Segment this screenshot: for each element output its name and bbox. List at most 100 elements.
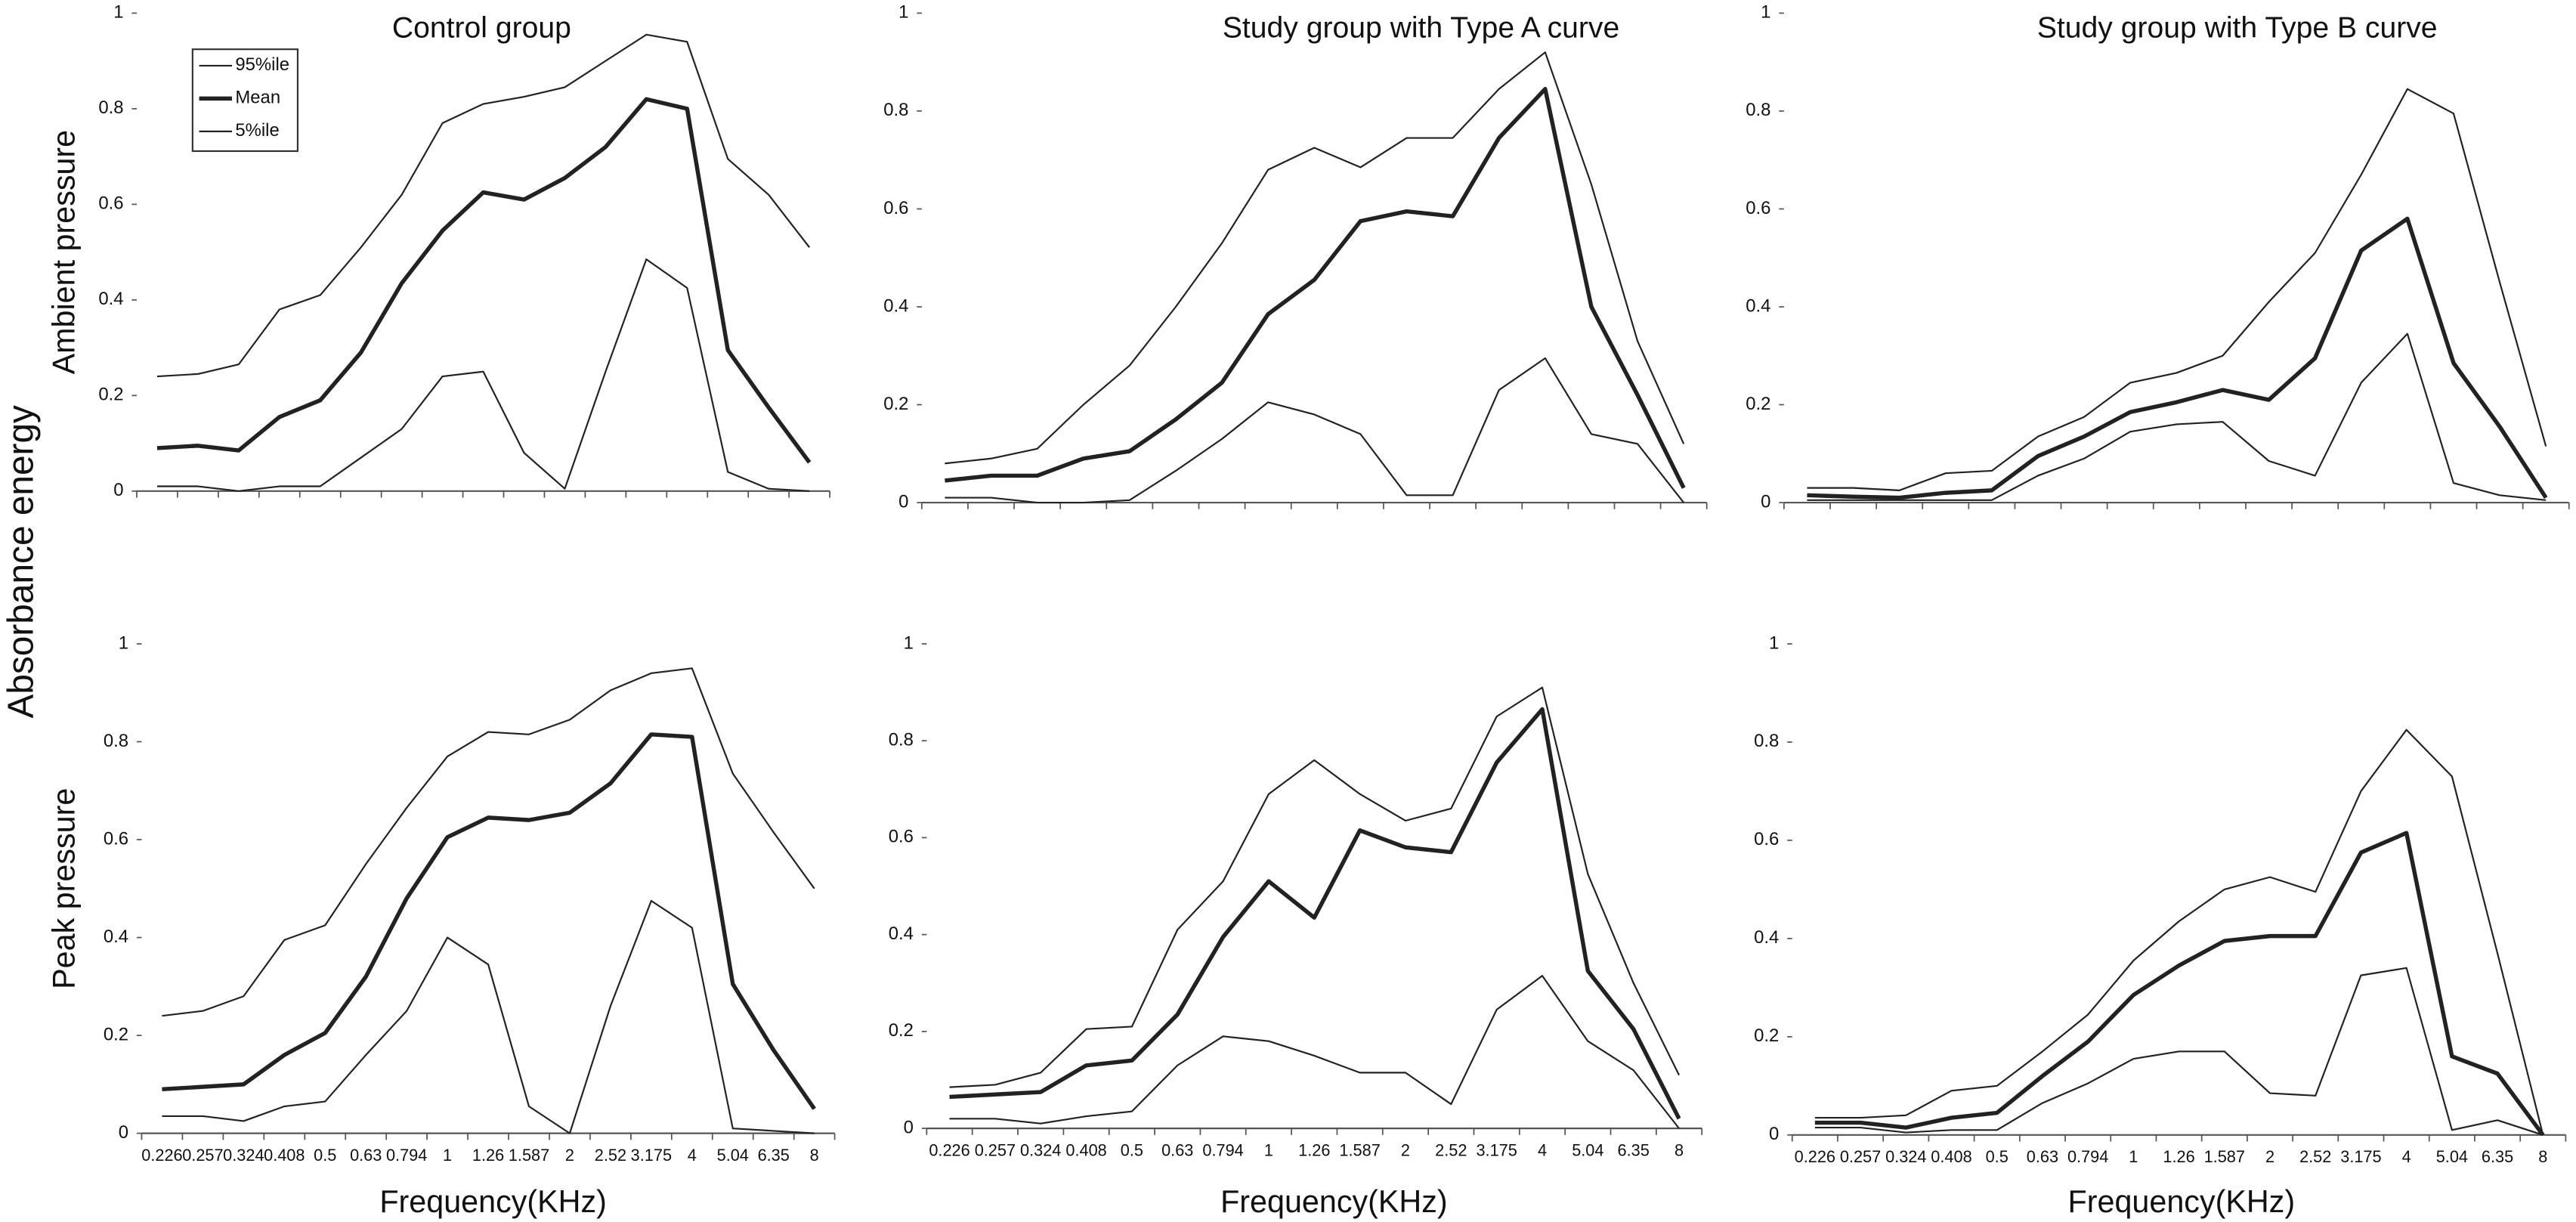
y-tick-label: 0.4 bbox=[104, 927, 128, 947]
x-tick-label: 0.226 bbox=[929, 1140, 969, 1159]
series-line bbox=[1814, 831, 2545, 1137]
y-tick-label: 0.8 bbox=[1754, 731, 1779, 751]
panel: 0 0.2 0.4 0.6 0.8 1 0.226 0.257 0.324 0.408 0.5 0.6… bbox=[1754, 633, 2567, 1219]
x-tick-label: 4 bbox=[688, 1146, 697, 1165]
x-tick-label: 0.794 bbox=[1202, 1140, 1243, 1159]
x-tick-label: 0.408 bbox=[264, 1146, 305, 1165]
x-tick-label: 0.63 bbox=[350, 1146, 382, 1165]
y-tick-label: 0 bbox=[1769, 1124, 1779, 1144]
x-tick-label: 1.26 bbox=[2163, 1147, 2194, 1166]
y-tick-label: 0 bbox=[1761, 491, 1770, 512]
x-axis-label: Frequency(KHz) bbox=[379, 1184, 607, 1219]
x-tick-label: 0.63 bbox=[2027, 1147, 2058, 1166]
panel-title: Study group with Type B curve bbox=[2037, 11, 2438, 44]
series-line bbox=[949, 686, 1681, 1088]
y-tick-label: 0.6 bbox=[104, 828, 128, 849]
series-line bbox=[162, 899, 815, 1134]
y-tick-label: 0 bbox=[113, 480, 123, 500]
y-tick-label: 0.4 bbox=[883, 295, 908, 316]
x-tick-label: 1.26 bbox=[472, 1146, 504, 1165]
row-label: Peak pressure bbox=[46, 788, 81, 989]
x-tick-label: 2.52 bbox=[595, 1146, 626, 1165]
x-tick-label: 6.35 bbox=[758, 1146, 790, 1165]
panel: 0 0.2 0.4 0.6 0.8 1 Study group with Type B cu… bbox=[1746, 2, 2570, 512]
x-tick-label: 1 bbox=[1264, 1140, 1273, 1159]
y-tick-label: 0.4 bbox=[1754, 927, 1779, 948]
y-tick-label: 1 bbox=[1769, 633, 1779, 653]
x-tick-label: 5.04 bbox=[1572, 1140, 1603, 1159]
x-tick-label: 6.35 bbox=[2482, 1147, 2513, 1166]
x-tick-label: 6.35 bbox=[1618, 1140, 1650, 1159]
y-tick-label: 0 bbox=[904, 1117, 914, 1137]
y-tick-label: 0.6 bbox=[883, 198, 908, 218]
y-tick-label: 0.2 bbox=[104, 1024, 128, 1044]
x-tick-label: 8 bbox=[2538, 1147, 2547, 1166]
panel: 0 0.2 0.4 0.6 0.8 1 Control group Ambient press… bbox=[46, 2, 830, 500]
x-tick-label: 2 bbox=[565, 1146, 574, 1165]
x-tick-label: 0.324 bbox=[1020, 1140, 1061, 1159]
x-tick-label: 8 bbox=[1675, 1140, 1684, 1159]
x-tick-label: 1 bbox=[2129, 1147, 2138, 1166]
panel-title: Study group with Type A curve bbox=[1223, 11, 1619, 44]
x-tick-label: 0.63 bbox=[1161, 1140, 1193, 1159]
x-axis-label: Frequency(KHz) bbox=[2068, 1184, 2296, 1219]
y-tick-label: 0.8 bbox=[104, 731, 128, 751]
x-tick-label: 2 bbox=[1401, 1140, 1410, 1159]
x-tick-label: 0.324 bbox=[223, 1146, 264, 1165]
series-line bbox=[945, 87, 1686, 489]
x-tick-label: 5.04 bbox=[2436, 1147, 2468, 1166]
x-tick-label: 5.04 bbox=[717, 1146, 749, 1165]
series-line bbox=[162, 732, 816, 1110]
x-tick-label: 0.226 bbox=[1795, 1147, 1835, 1166]
x-tick-label: 0.324 bbox=[1885, 1147, 1926, 1166]
series-line bbox=[1814, 967, 2544, 1136]
x-tick-label: 0.5 bbox=[314, 1146, 336, 1165]
x-tick-label: 3.175 bbox=[2340, 1147, 2381, 1166]
y-tick-label: 0 bbox=[898, 491, 908, 512]
x-tick-label: 0.5 bbox=[1986, 1147, 2009, 1166]
x-tick-label: 3.175 bbox=[1476, 1140, 1517, 1159]
panel: 00.20.40.60.810.226 0.257 0.324 0.408 0.5 0.6… bbox=[889, 633, 1703, 1219]
panel: 0 0.2 0.4 0.6 0.8 1 Study group with Type A cu… bbox=[883, 2, 1708, 512]
x-tick-label: 0.408 bbox=[1931, 1147, 1971, 1166]
row-label: Ambient pressure bbox=[46, 130, 81, 375]
series-line bbox=[1807, 333, 2547, 501]
y-tick-label: 0.6 bbox=[1746, 198, 1770, 218]
panel-title: Control group bbox=[392, 11, 571, 44]
legend-label: Mean bbox=[235, 88, 280, 108]
y-tick-label: 1 bbox=[904, 633, 914, 653]
legend-label: 5%ile bbox=[235, 120, 279, 141]
y-tick-label: 0.8 bbox=[889, 730, 914, 750]
y-tick-label: 0.2 bbox=[1746, 394, 1770, 414]
figure-y-label: Absorbance energy bbox=[2, 405, 42, 719]
y-tick-label: 0.2 bbox=[883, 394, 908, 414]
y-tick-label: 0.8 bbox=[98, 97, 123, 118]
y-tick-label: 0.8 bbox=[883, 100, 908, 120]
x-tick-label: 1.587 bbox=[2204, 1147, 2245, 1166]
x-tick-label: 3.175 bbox=[631, 1146, 672, 1165]
x-tick-label: 1.587 bbox=[1339, 1140, 1380, 1159]
series-line bbox=[162, 667, 815, 1017]
x-tick-label: 0.257 bbox=[1840, 1147, 1881, 1166]
y-tick-label: 0.4 bbox=[1746, 295, 1770, 316]
y-tick-label: 0 bbox=[119, 1122, 128, 1143]
x-tick-label: 0.794 bbox=[386, 1146, 427, 1165]
y-tick-label: 1 bbox=[113, 2, 123, 23]
y-tick-label: 0.6 bbox=[1754, 829, 1779, 849]
series-line bbox=[1807, 216, 2548, 500]
x-tick-label: 2 bbox=[2265, 1147, 2274, 1166]
panel: 0 0.2 0.4 0.6 0.8 1 0.226 0.257 0.324 0.408 0.5 0.6… bbox=[46, 633, 836, 1219]
x-tick-label: 2.52 bbox=[1435, 1140, 1467, 1159]
y-tick-label: 0.2 bbox=[1754, 1026, 1779, 1046]
x-tick-label: 0.257 bbox=[182, 1146, 223, 1165]
x-tick-label: 0.408 bbox=[1065, 1140, 1106, 1159]
x-tick-label: 1.587 bbox=[509, 1146, 549, 1165]
x-tick-label: 0.226 bbox=[141, 1146, 182, 1165]
series-line bbox=[949, 707, 1681, 1120]
x-axis-label: Frequency(KHz) bbox=[1220, 1184, 1448, 1219]
x-tick-label: 1 bbox=[443, 1146, 452, 1165]
series-line bbox=[949, 975, 1680, 1129]
series-line bbox=[1814, 729, 2544, 1136]
x-tick-label: 8 bbox=[810, 1146, 819, 1165]
